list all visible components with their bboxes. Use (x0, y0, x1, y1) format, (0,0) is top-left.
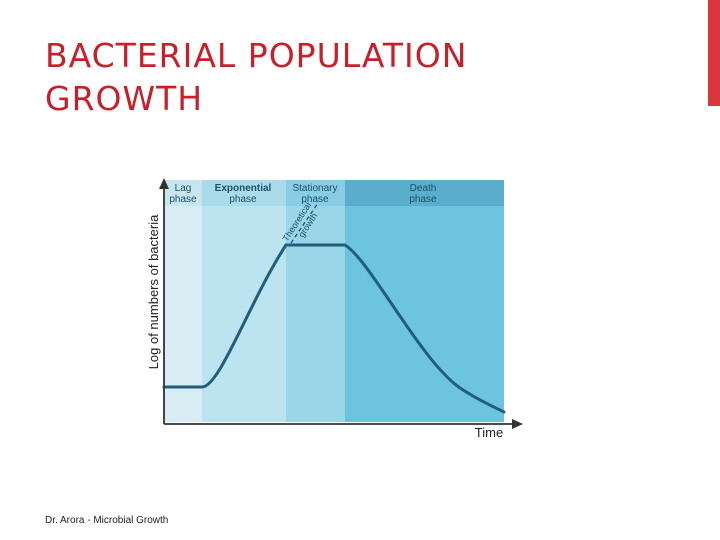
exponential-phase-header (202, 180, 286, 206)
exponential-phase-label-line2: phase (229, 194, 257, 205)
lag-phase-band (164, 180, 202, 422)
stationary-phase-label-line2: phase (301, 194, 329, 205)
page-title: BACTERIAL POPULATION GROWTH (45, 34, 645, 120)
growth-curve (162, 243, 506, 414)
death-phase-header (345, 180, 504, 206)
theoretical-growth-line (290, 202, 319, 244)
stationary-phase-label-line1: Stationary (292, 183, 337, 194)
x-axis-label: Time (475, 425, 503, 440)
lag-phase-label-line2: phase (169, 194, 197, 205)
exponential-phase-band (202, 180, 286, 422)
exponential-phase-label-line1: Exponential (215, 183, 272, 194)
death-phase-label-line2: phase (409, 194, 437, 205)
accent-bar (708, 0, 720, 106)
stationary-phase-band (286, 180, 345, 422)
x-axis-arrowhead (512, 419, 523, 429)
footer-text: Dr. Arora - Microbial Growth (45, 515, 169, 526)
lag-phase-label-line1: Lag (175, 183, 192, 194)
death-phase-label-line1: Death (410, 183, 437, 194)
title-line-2: GROWTH (45, 79, 204, 118)
stationary-phase-header (286, 180, 345, 206)
title-line-1: BACTERIAL POPULATION (45, 36, 468, 75)
lag-phase-header (164, 180, 202, 206)
y-axis-label: Log of numbers of bacteria (146, 214, 161, 369)
growth-curve-diagram: Lag phase Exponential phase Stationary p… (146, 178, 523, 440)
death-phase-band (345, 180, 504, 422)
y-axis-arrowhead (159, 178, 169, 189)
